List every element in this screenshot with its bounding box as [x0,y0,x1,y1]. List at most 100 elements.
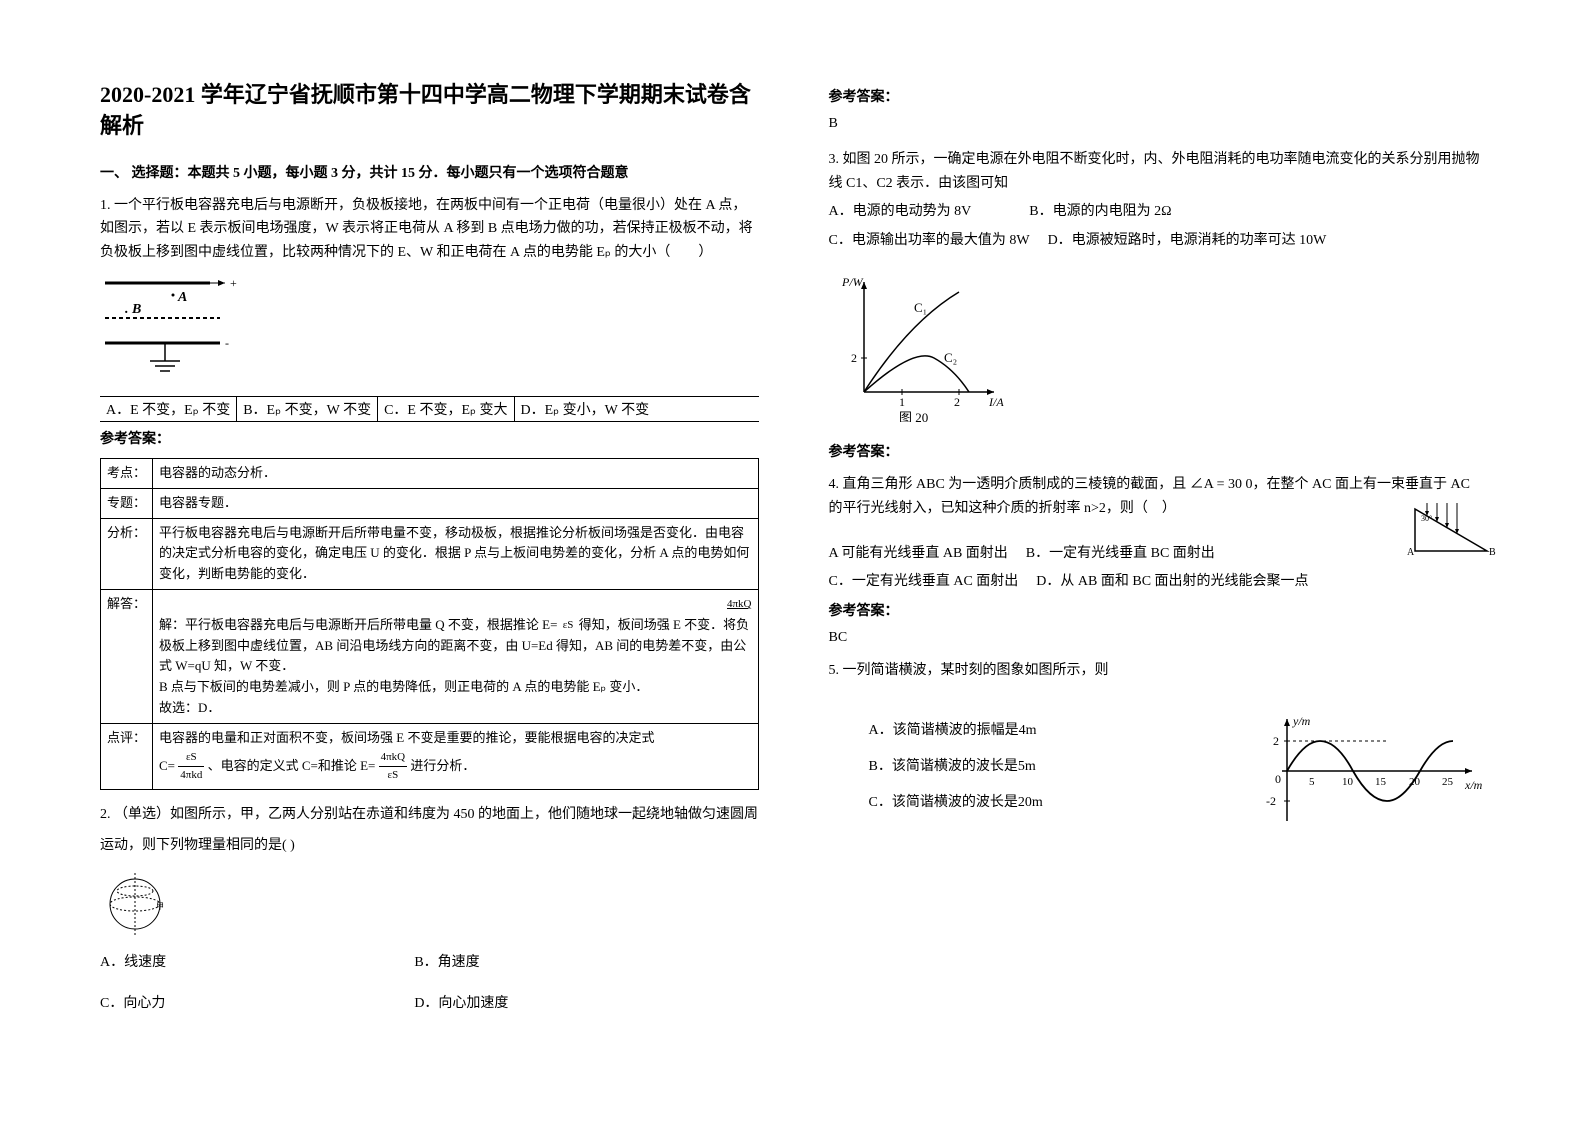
dp-3: 、电容的定义式 C=和推论 E= [208,758,376,773]
dp-f2t: 4πkQ [379,749,408,768]
frac-top: 4πkQ [727,596,752,614]
q3-optD: D．电源被短路时，电源消耗的功率可达 10W [1048,230,1327,252]
row-fenxi-l: 分析： [101,518,153,589]
q5-options: A．该简谐横波的振幅是4m B．该简谐横波的波长是5m C．该简谐横波的波长是2… [829,703,1228,827]
q3-num: 3. [829,152,840,167]
q5-ytick-top: 2 [1273,734,1279,748]
frac-bot: εS [561,617,576,635]
q1-options: A．E 不变，Eₚ 不变 B．Eₚ 不变，W 不变 C．E 不变，Eₚ 变大 D… [100,396,759,422]
svg-text:2: 2 [954,395,960,409]
svg-text:2: 2 [851,351,857,365]
q2-diagram: 甲 [100,869,759,944]
q5-xt-25: 25 [1442,776,1454,788]
svg-text:+: + [230,276,237,290]
jieda-p1: 解：平行板电容器充电后与电源断开后所带电量 Q 不变，根据推论 E= [159,617,557,632]
row-zhuanti-r: 电容器专题． [153,488,758,518]
q4-answer-label: 参考答案： [829,600,1488,620]
q3-optC: C．电源输出功率的最大值为 8W [829,230,1030,252]
q1-optD: D．Eₚ 变小，W 不变 [515,397,656,421]
svg-text:. B: . B [125,302,141,317]
row-dianping-r: 电容器的电量和正对面积不变，板间场强 E 不变是重要的推论，要能根据电容的决定式… [153,723,758,789]
svg-text:甲: 甲 [156,902,164,911]
q4-text: 4. 直角三角形 ABC 为一透明介质制成的三棱镜的截面，且 ∠A = 30 0… [829,473,1488,521]
q4-optA: A 可能有光线垂直 AB 面射出 [829,543,1008,565]
row-fenxi-r: 平行板电容器充电后与电源断开后所带电量不变，移动极板，根据推论分析板间场强是否变… [153,518,758,589]
section-1-title: 一、 选择题：本题共 5 小题，每小题 3 分，共计 15 分．每小题只有一个选… [100,162,759,182]
svg-text:-: - [225,336,229,350]
q4-diagram: A B 30° [1407,501,1497,561]
row-kaodian-l: 考点： [101,458,153,488]
svg-text:C₂: C₂ [944,350,957,365]
q5-ylabel: y/m [1292,714,1311,728]
svg-text:30°: 30° [1421,514,1432,523]
q4-num: 4. [829,477,840,492]
q4-options-ab: A 可能有光线垂直 AB 面射出 B．一定有光线垂直 BC 面射出 [829,543,1488,565]
q3-options-ab: A．电源的电动势为 8V B．电源的内电阻为 2Ω [829,201,1488,223]
q4-answer: BC [829,626,1488,650]
q3-answer-label: 参考答案： [829,441,1488,461]
q5-xt-15: 15 [1375,776,1387,788]
q1-optB: B．Eₚ 不变，W 不变 [237,397,378,421]
q5-stem: 一列简谐横波，某时刻的图象如图所示，则 [843,663,1109,678]
q1-optA: A．E 不变，Eₚ 不变 [100,397,237,421]
q2-answer-label: 参考答案： [829,86,1488,106]
svg-text:P/W: P/W [841,275,864,289]
row-kaodian-r: 电容器的动态分析． [153,458,758,488]
q1-answer-label: 参考答案： [100,428,759,448]
q5-text: 5. 一列简谐横波，某时刻的图象如图所示，则 [829,659,1488,683]
row-dianping-l: 点评： [101,723,153,789]
q5-optB: B．该简谐横波的波长是5m [869,755,1228,775]
q3-optB: B．电源的内电阻为 2Ω [1029,201,1171,223]
q2-optC: C．向心力 [100,993,396,1015]
dp-2: C= [159,758,175,773]
q4-angle: ∠A = 30 [1190,477,1242,492]
svg-text:B: B [1489,547,1496,558]
svg-text:1: 1 [899,395,905,409]
q4-optB: B．一定有光线垂直 BC 面射出 [1026,543,1215,565]
q1-text: 1. 一个平行板电容器充电后与电源断开，负极板接地，在两板中间有一个正电荷（电量… [100,194,759,265]
svg-text:0: 0 [1275,772,1281,786]
q5-num: 5. [829,663,840,678]
q2-text: 2. （单选）如图所示，甲，乙两人分别站在赤道和纬度为 450 的地面上，他们随… [100,800,759,862]
q5-diagram: y/m x/m 2 -2 0 5 10 15 20 25 [1257,711,1487,836]
svg-text:A: A [1407,547,1415,558]
dp-4: 进行分析． [410,758,475,773]
q3-diagram: P/W I/A 2 1 2 C₁ C₂ 图 20 [839,272,1488,427]
q4-optC: C．一定有光线垂直 AC 面射出 [829,571,1019,593]
q5-optA: A．该简谐横波的振幅是4m [869,719,1228,739]
q4-stem1: 直角三角形 ABC 为一透明介质制成的三棱镜的截面，且 [843,477,1187,492]
dp-f1t: εS [178,749,204,768]
q2-options: A．线速度 B．角速度 C．向心力 D．向心加速度 [100,952,759,1015]
svg-text:C₁: C₁ [914,300,927,315]
q1-diagram: + A . B - [100,273,759,388]
dp-f2b: εS [379,767,408,785]
q2-optA: A．线速度 [100,952,396,974]
svg-text:I/A: I/A [988,395,1004,409]
right-column: 参考答案： B 3. 如图 20 所示，一确定电源在外电阻不断变化时，内、外电阻… [829,80,1488,1082]
q5-xlabel: x/m [1464,778,1483,792]
page-title: 2020-2021 学年辽宁省抚顺市第十四中学高二物理下学期期末试卷含解析 [100,80,759,142]
dp-f1b: 4πkd [178,767,204,785]
row-jieda-r: 4πkQ 解：平行板电容器充电后与电源断开后所带电量 Q 不变，根据推论 E= … [153,589,758,723]
q3-img-caption: 图 20 [899,410,928,422]
jieda-p3: B 点与下板间的电势差减小，则 P 点的电势降低，则正电荷的 A 点的电势能 E… [159,679,648,694]
q4-options-cd: C．一定有光线垂直 AC 面射出 D．从 AB 面和 BC 面出射的光线能会聚一… [829,571,1488,593]
q2-optD: D．向心加速度 [414,993,710,1015]
q3-stem: 如图 20 所示，一确定电源在外电阻不断变化时，内、外电阻消耗的电功率随电流变化… [829,152,1480,191]
q5-xt-5: 5 [1309,776,1315,788]
q1-optC: C．E 不变，Eₚ 变大 [378,397,514,421]
jieda-p4: 故选：D． [159,700,220,715]
q2-num: 2. [100,807,111,822]
dp-1: 电容器的电量和正对面积不变，板间场强 E 不变是重要的推论，要能根据电容的决定式 [159,730,654,745]
q1-solution-table: 考点： 电容器的动态分析． 专题： 电容器专题． 分析： 平行板电容器充电后与电… [100,458,759,790]
q2-answer: B [829,112,1488,136]
q1-stem: 一个平行板电容器充电后与电源断开，负极板接地，在两板中间有一个正电荷（电量很小）… [100,198,753,261]
left-column: 2020-2021 学年辽宁省抚顺市第十四中学高二物理下学期期末试卷含解析 一、… [100,80,759,1082]
q3-options-cd: C．电源输出功率的最大值为 8W D．电源被短路时，电源消耗的功率可达 10W [829,230,1488,252]
q3-text: 3. 如图 20 所示，一确定电源在外电阻不断变化时，内、外电阻消耗的电功率随电… [829,148,1488,196]
q2-optB: B．角速度 [414,952,710,974]
row-zhuanti-l: 专题： [101,488,153,518]
q5-xt-10: 10 [1342,776,1354,788]
q1-num: 1. [100,198,111,213]
q4-optD: D．从 AB 面和 BC 面出射的光线能会聚一点 [1036,571,1308,593]
